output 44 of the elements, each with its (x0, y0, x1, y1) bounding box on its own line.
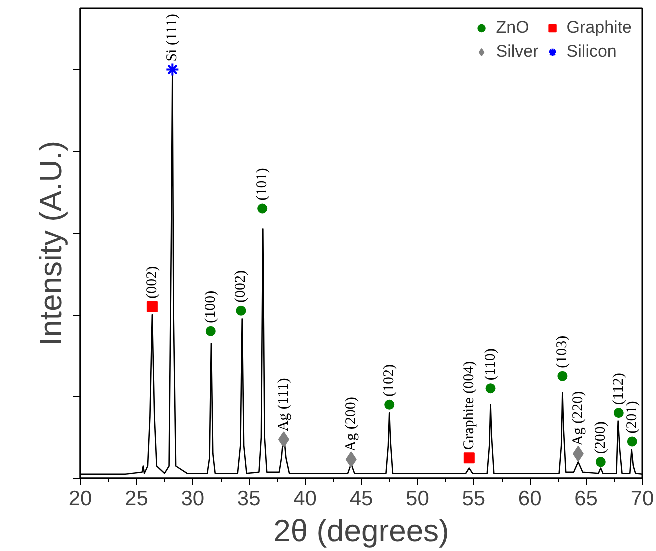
point (146, 301, 158, 312)
point (486, 384, 496, 394)
x-axis-title: 2θ (degrees) (274, 514, 450, 548)
point (614, 408, 624, 418)
point (236, 306, 246, 316)
x-tick-label: 40 (294, 488, 317, 510)
legend-label: Graphite (566, 18, 632, 38)
x-tick-label: 60 (518, 488, 542, 510)
point (558, 371, 568, 382)
legend-label: Silver (496, 42, 539, 62)
x-tick-label: 65 (574, 488, 598, 510)
annotation: (110) (482, 348, 499, 381)
annotation: (103) (554, 336, 571, 368)
point (464, 452, 475, 464)
point (384, 400, 395, 410)
point (258, 204, 268, 214)
annotation: (101) (254, 168, 271, 201)
annotation: (002) (144, 266, 160, 299)
legend-label: Silicon (566, 42, 617, 62)
point (166, 62, 180, 77)
annotation: Ag (200) (343, 397, 360, 452)
annotation: (112) (610, 373, 627, 406)
annotation: Si (111) (164, 14, 181, 62)
annotation: (200) (592, 422, 609, 454)
x-tick-label: 30 (181, 488, 205, 510)
x-tick-label: 55 (462, 488, 486, 510)
annotation: (002) (233, 270, 250, 303)
legend-label: ZnO (496, 18, 530, 38)
x-tick-label: 70 (630, 488, 654, 510)
annotation: Graphite (004) (461, 361, 478, 450)
point (627, 436, 638, 447)
x-tick-label: 25 (125, 488, 148, 510)
x-tick-label: 35 (237, 488, 261, 510)
x-tick-label: 20 (68, 488, 92, 510)
x-tick-label: 50 (406, 488, 430, 510)
annotation: (201) (624, 401, 640, 434)
point (206, 326, 216, 336)
annotation: Ag (111) (276, 378, 292, 432)
point (596, 457, 606, 468)
annotation: (100) (202, 290, 219, 324)
y-axis-title: Intensity (A.U.) (34, 141, 68, 346)
x-tick-label: 45 (350, 488, 374, 510)
annotation: Ag (220) (570, 391, 586, 446)
annotation: (102) (382, 364, 398, 397)
